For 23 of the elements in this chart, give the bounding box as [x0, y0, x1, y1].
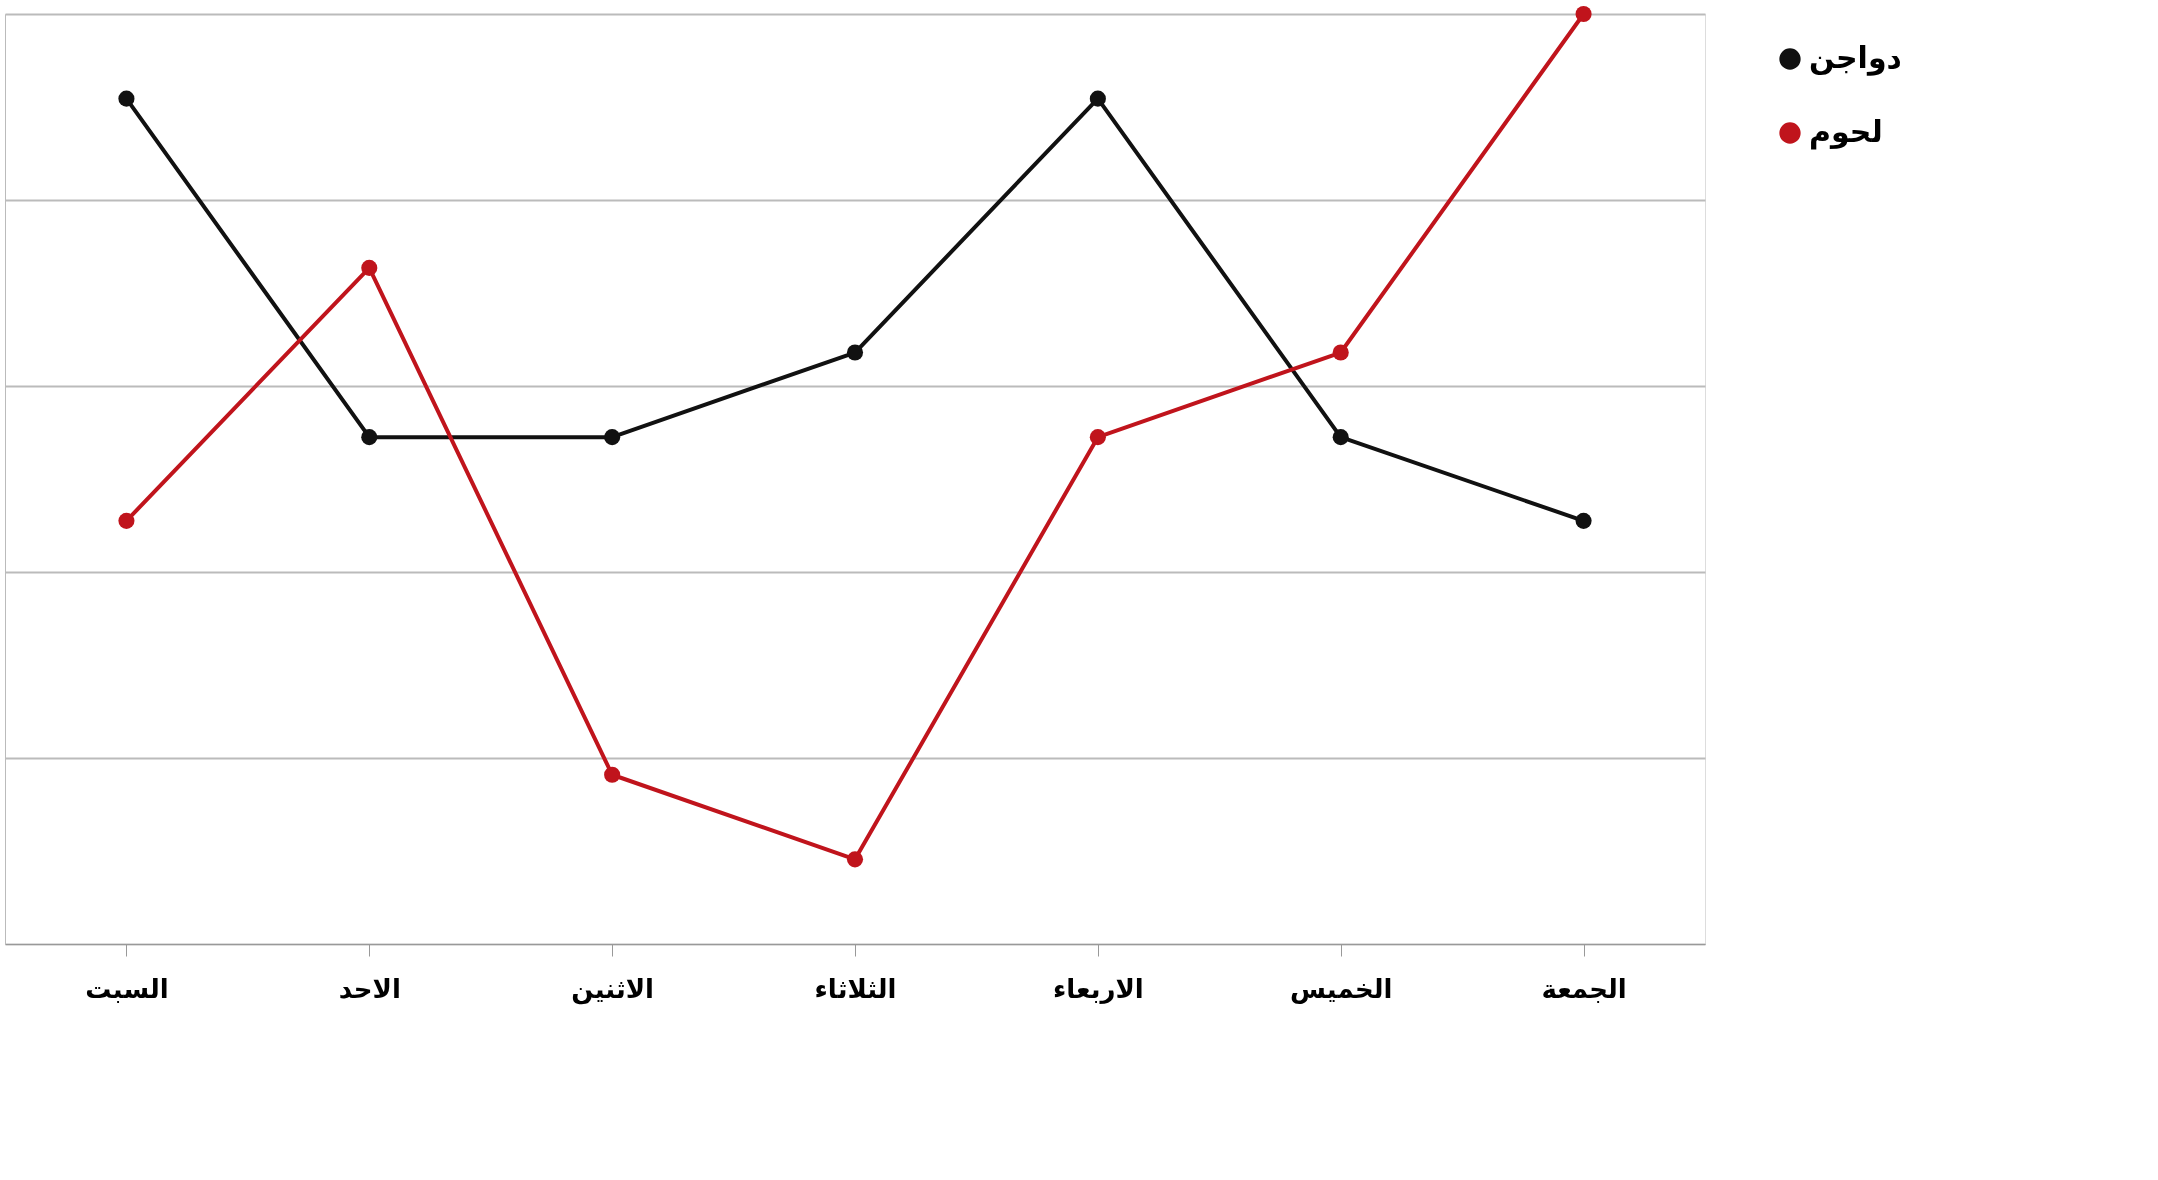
x-tick-label: السبت [85, 973, 169, 1004]
point [604, 766, 621, 783]
x-tick-label: الخميس [1290, 973, 1393, 1004]
point [361, 429, 378, 446]
point [1332, 344, 1349, 361]
x-tick-label: الاثنين [571, 973, 654, 1005]
point [846, 851, 864, 868]
point [1332, 429, 1349, 446]
legend-label: دواجن [1809, 40, 1902, 76]
point [1089, 429, 1106, 446]
point [846, 344, 864, 361]
point [1575, 5, 1592, 23]
point [1575, 512, 1592, 529]
point [361, 259, 378, 276]
point [604, 429, 621, 446]
point [118, 512, 135, 529]
x-tick-label: الاحد [338, 973, 401, 1004]
point [118, 90, 135, 107]
x-tick-label: الجمعة [1541, 973, 1627, 1004]
point [1089, 90, 1106, 107]
x-tick-label: الثلاثاء [814, 973, 897, 1004]
x-tick-label: الاربعاء [1052, 973, 1144, 1004]
legend-label: لحوم [1809, 114, 1883, 150]
